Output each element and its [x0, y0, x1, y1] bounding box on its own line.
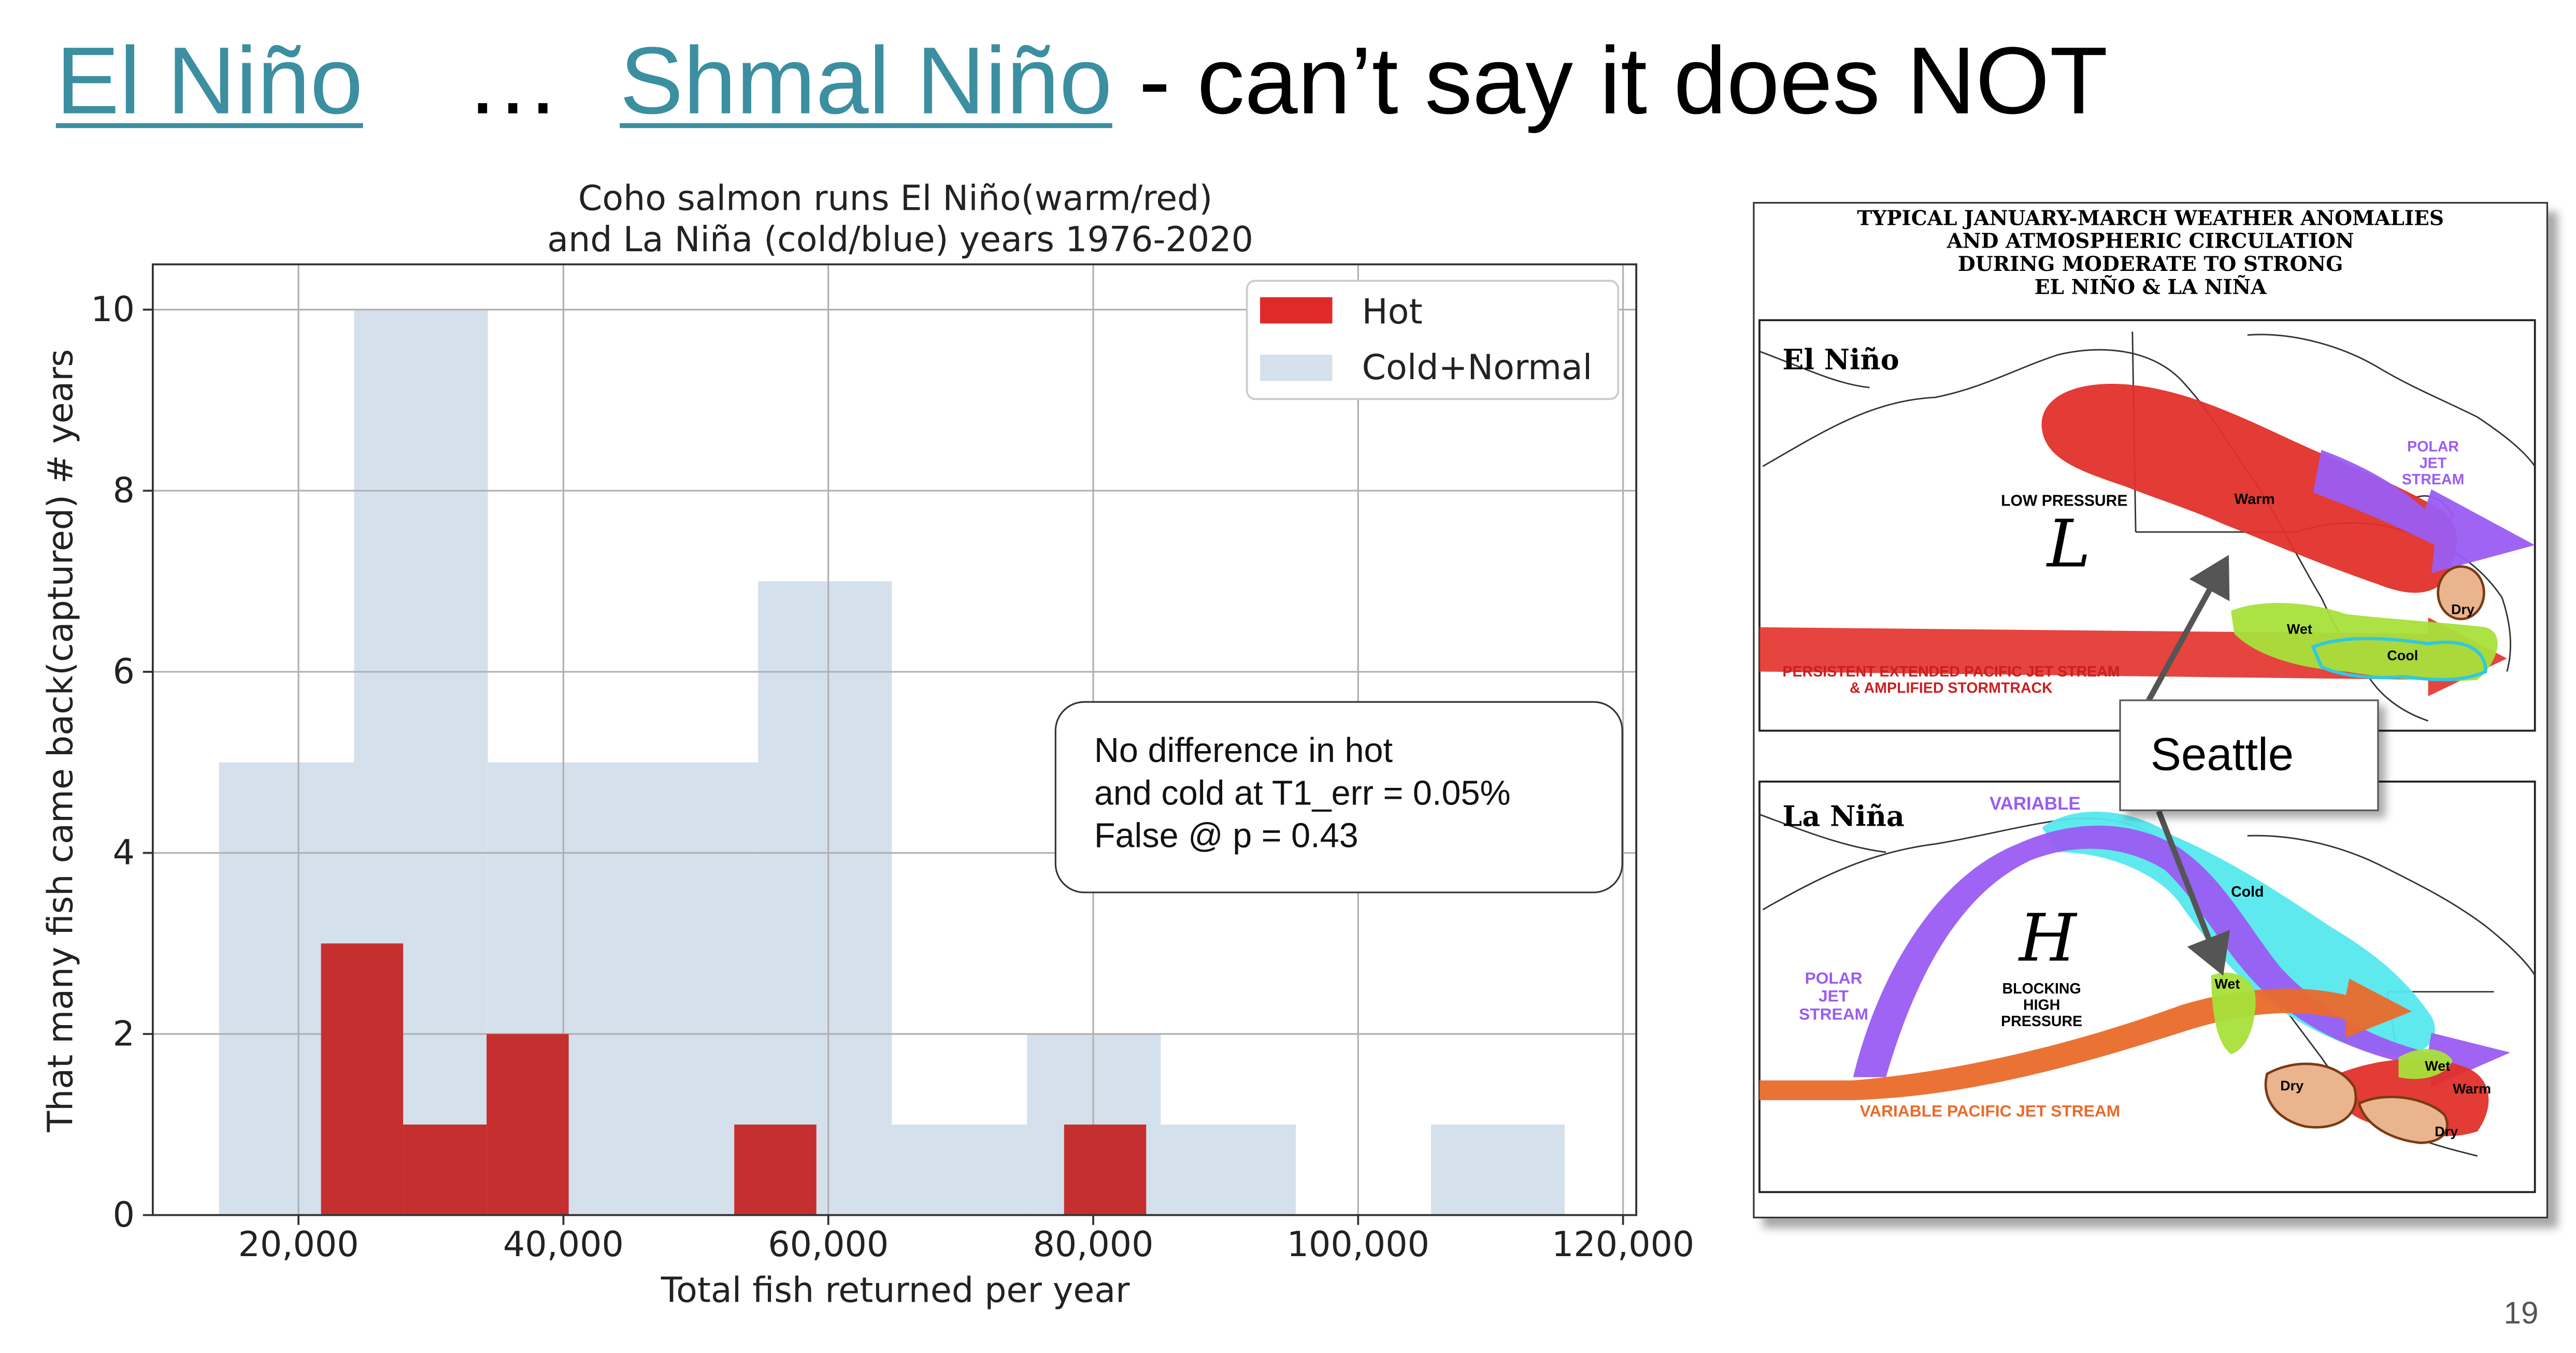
map-header-line2: AND ATMOSPHERIC CIRCULATION	[1947, 228, 2354, 253]
legend: Hot Cold+Normal	[1246, 280, 1620, 400]
annotation-line2: and cold at T1_err = 0.05%	[1094, 775, 1511, 813]
slide-number: 19	[2503, 1297, 2539, 1332]
x-tick-label: 120,000	[1552, 1224, 1694, 1264]
arrow-to-seattle-el-nino	[2143, 555, 2230, 708]
y-tick-label: 6	[113, 651, 135, 692]
cold-normal-bar-7	[1161, 1124, 1296, 1215]
hot-bar-2	[486, 1034, 569, 1215]
hot-bar-1	[403, 1124, 487, 1215]
arrow-to-seattle-la-nina	[2156, 810, 2230, 976]
el-nino-polar-jet-label: POLAR JET STREAM	[2401, 438, 2465, 488]
annotation-box: No difference in hot and cold at T1_err …	[1054, 701, 1623, 894]
el-nino-cool-zone	[2311, 637, 2487, 682]
slide-title: El Niño … Shmal Niño - can’t say it does…	[56, 17, 2108, 148]
low-pressure-label: LOW PRESSURE	[2001, 492, 2128, 511]
la-nina-wet-label1: Wet	[2214, 975, 2240, 992]
x-tick-label: 100,000	[1287, 1224, 1429, 1264]
map-header-line3: DURING MODERATE TO STRONG	[1957, 251, 2343, 276]
la-nina-dry-zone1	[2264, 1062, 2357, 1129]
la-nina-warm-label: Warm	[2453, 1080, 2492, 1097]
seattle-callout: Seattle	[2119, 699, 2379, 811]
map-header-line1: TYPICAL JANUARY-MARCH WEATHER ANOMALIES	[1857, 205, 2444, 230]
weather-map-drawing	[1758, 319, 2536, 1193]
y-tick-label: 4	[113, 832, 135, 873]
cold-normal-bar-5	[892, 1124, 1027, 1215]
y-tick-label: 10	[91, 289, 135, 329]
el-nino-wet-zone	[2231, 603, 2498, 681]
la-nina-cold-label: Cold	[2231, 883, 2264, 900]
el-nino-cool-label: Cool	[2387, 646, 2418, 664]
la-nina-dry-label1: Dry	[2280, 1077, 2304, 1094]
low-pressure-symbol: L	[2047, 507, 2091, 583]
legend-label-hot: Hot	[1362, 291, 1423, 332]
x-tick-label: 60,000	[768, 1224, 889, 1264]
la-nina-pacific-jet-label: VARIABLE PACIFIC JET STREAM	[1859, 1103, 2121, 1122]
high-pressure-symbol: H	[2019, 901, 2077, 977]
el-nino-link[interactable]: El Niño	[55, 27, 363, 135]
x-axis-label: Total fish returned per year	[661, 1270, 1130, 1311]
annotation-line3: False @ p = 0.43	[1094, 817, 1358, 856]
x-tick-label: 80,000	[1033, 1224, 1154, 1264]
x-tick-label: 20,000	[238, 1224, 359, 1264]
plot-frame	[151, 263, 1638, 1216]
la-nina-polar-jet-label: POLAR JET STREAM	[1799, 970, 1869, 1025]
la-nina-dry-zone2	[2357, 1096, 2449, 1144]
la-nina-panel-title: La Niña	[1782, 801, 1905, 834]
histogram-chart: Coho salmon runs El Niño(warm/red) and L…	[40, 178, 1695, 1311]
hot-bar-0	[321, 943, 404, 1215]
el-nino-polar-jet	[2313, 450, 2535, 573]
chart-title-line2: and La Niña (cold/blue) years 1976-2020	[547, 219, 1253, 260]
el-nino-warm-label: Warm	[2234, 491, 2275, 508]
blocking-high-label: BLOCKING HIGH PRESSURE	[2001, 980, 2083, 1030]
el-nino-warm-band	[2041, 383, 2457, 593]
el-nino-pacific-jet-label: PERSISTENT EXTENDED PACIFIC JET STREAM &…	[1782, 663, 2120, 697]
el-nino-dry-label: Dry	[2451, 601, 2474, 617]
el-nino-dry-zone	[2437, 565, 2485, 621]
la-nina-variable-label: VARIABLE	[1989, 795, 2081, 815]
weather-map-figure: TYPICAL JANUARY-MARCH WEATHER ANOMALIES …	[1753, 201, 2549, 1219]
x-tick-label: 40,000	[503, 1224, 624, 1264]
la-nina-dry-label2: Dry	[2435, 1123, 2458, 1140]
cold-normal-bar-9	[1430, 1124, 1565, 1215]
la-nina-wet-label2: Wet	[2425, 1057, 2451, 1074]
legend-label-cold: Cold+Normal	[1362, 347, 1593, 387]
hot-bars	[321, 943, 1147, 1215]
el-nino-panel-title: El Niño	[1782, 344, 1899, 378]
y-tick-label: 8	[113, 470, 135, 511]
legend-swatch-cold	[1260, 354, 1333, 381]
la-nina-wet-zone1	[2211, 972, 2256, 1055]
annotation-line1: No difference in hot	[1094, 732, 1393, 770]
hot-bar-5	[734, 1124, 817, 1215]
shmal-nino-link[interactable]: Shmal Niño	[620, 27, 1112, 135]
seattle-callout-label: Seattle	[2150, 729, 2294, 780]
legend-frame	[1246, 280, 1620, 400]
y-tick-label: 2	[113, 1013, 135, 1054]
legend-swatch-hot	[1260, 297, 1333, 324]
map-header: TYPICAL JANUARY-MARCH WEATHER ANOMALIES …	[1755, 205, 2546, 299]
el-nino-wet-label: Wet	[2286, 621, 2312, 637]
x-axis-ticks: 20,000 40,000 60,000 80,000 100,000 120,000	[238, 1215, 1694, 1264]
hot-bar-9	[1064, 1124, 1147, 1215]
title-separator: …	[465, 27, 561, 135]
chart-title-line1: Coho salmon runs El Niño(warm/red)	[578, 178, 1213, 219]
la-nina-wet-zone2	[2398, 1049, 2453, 1079]
cold-normal-bar-4	[758, 581, 892, 1215]
y-tick-label: 0	[113, 1194, 135, 1235]
y-axis-label: That many fish came back(captured) # yea…	[40, 349, 81, 1133]
map-header-line4: EL NIÑO & LA NIÑA	[2034, 274, 2267, 299]
title-rest: - can’t say it does NOT	[1138, 27, 2108, 135]
y-axis-ticks: 0 2 4 6 8 10	[91, 289, 153, 1235]
